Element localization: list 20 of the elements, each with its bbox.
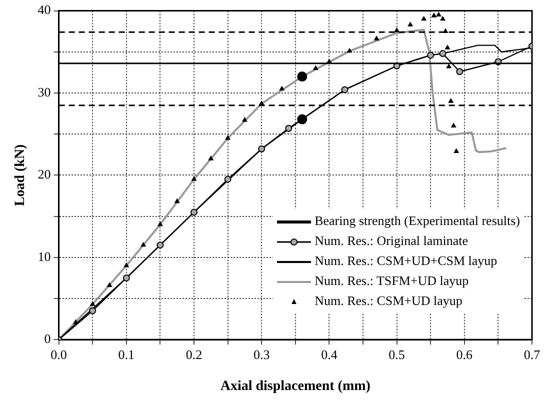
legend-label: Num. Res.: CSM+UD layup: [314, 293, 462, 308]
x-tick-label: 0.2: [186, 346, 202, 362]
legend-label: Bearing strength (Experimental results): [314, 213, 520, 228]
x-tick-label: 0.7: [524, 346, 541, 362]
y-tick-label: 20: [38, 166, 51, 182]
x-tick-label: 0.0: [50, 346, 67, 362]
legend-label: Num. Res.: Original laminate: [314, 233, 468, 248]
x-tick-label: 0.4: [321, 346, 338, 362]
x-tick-label: 0.6: [456, 346, 474, 362]
y-tick-label: 40: [38, 2, 51, 18]
y-tick-label: 10: [38, 248, 51, 264]
y-axis-title: Load (kN): [13, 144, 28, 206]
x-tick-label: 0.5: [388, 346, 405, 362]
y-tick-label: 30: [38, 84, 51, 100]
legend-label: Num. Res.: TSFM+UD layup: [314, 273, 469, 288]
x-axis-title: Axial displacement (mm): [220, 379, 371, 394]
y-tick-label: 0: [44, 331, 51, 346]
legend-label: Num. Res.: CSM+UD+CSM layup: [314, 253, 498, 268]
x-tick-label: 0.3: [253, 346, 270, 362]
x-tick-label: 0.1: [118, 346, 135, 362]
